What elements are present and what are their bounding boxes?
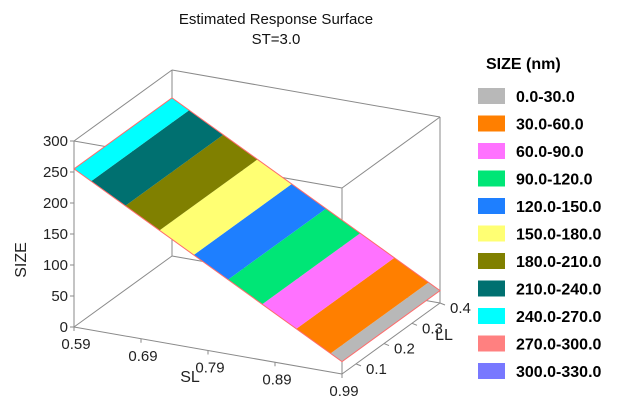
legend-label: 30.0-60.0 [516, 117, 584, 134]
legend-label: 60.0-90.0 [516, 144, 584, 161]
surface-band-180.0-210.0 [125, 134, 258, 231]
z-axis-label: SIZE [13, 242, 30, 278]
x-axis-label: SL [180, 369, 200, 386]
chart-title: Estimated Response Surface [179, 11, 373, 28]
legend-swatch [478, 280, 505, 297]
axis-ticks: 0 50 100 150 200 250 300 0.59 0.69 0.79 0.89 0.99 0.… [43, 133, 471, 400]
box-edge [341, 302, 441, 375]
legend-label: 300.0-330.0 [516, 364, 602, 381]
legend-swatch [478, 115, 505, 132]
legend-label: 240.0-270.0 [516, 309, 602, 326]
chart-subtitle: ST=3.0 [252, 31, 301, 48]
legend-swatch [478, 253, 505, 269]
legend-swatch [478, 225, 505, 242]
y-tick-label: 0.4 [450, 300, 471, 317]
legend-swatch [478, 198, 505, 214]
x-tick-label: 0.99 [329, 383, 358, 400]
box-edge [73, 255, 173, 328]
legend-swatch [478, 335, 505, 352]
legend-title: SIZE (nm) [486, 56, 561, 73]
y-axis-label: LL [435, 327, 453, 344]
surface-band-60.0-90.0 [262, 233, 395, 329]
legend-label: 90.0-120.0 [516, 172, 593, 189]
legend-label: 180.0-210.0 [516, 254, 602, 271]
legend-label: 0.0-30.0 [516, 89, 575, 106]
surface-band-120.0-150.0 [193, 184, 326, 280]
z-tick-label: 300 [43, 133, 68, 150]
z-tick-label: 150 [43, 226, 68, 243]
legend-label: 270.0-300.0 [516, 337, 602, 354]
y-tick-mark [411, 322, 418, 326]
x-tick-label: 0.59 [61, 336, 90, 353]
response-surface [73, 97, 441, 363]
legend-label: 150.0-180.0 [516, 227, 602, 244]
legend: 0.0-30.0 30.0-60.0 60.0-90.0 90.0-120.0 120.… [478, 88, 602, 381]
box-edge [341, 116, 441, 189]
surface-band-90.0-120.0 [228, 208, 361, 305]
legend-label: 210.0-240.0 [516, 282, 602, 299]
surface-band-240.0-270.0 [74, 97, 190, 182]
z-tick-label: 50 [51, 288, 68, 305]
box-edge [171, 69, 441, 118]
x-tick-label: 0.89 [262, 371, 291, 388]
legend-swatch [478, 363, 505, 379]
surface-band-150.0-180.0 [159, 159, 292, 255]
surface-band-210.0-240.0 [91, 110, 224, 206]
z-tick-label: 0 [60, 319, 68, 336]
y-tick-label: 0.2 [394, 341, 415, 358]
y-tick-label: 0.1 [366, 361, 387, 378]
surface-outline [73, 97, 441, 363]
legend-swatch [478, 308, 505, 324]
x-tick-label: 0.79 [195, 360, 224, 377]
y-tick-mark [355, 363, 362, 367]
z-tick-label: 100 [43, 257, 68, 274]
x-tick-label: 0.69 [128, 348, 157, 365]
y-tick-mark [383, 343, 390, 347]
box-edge [73, 69, 173, 142]
y-tick-label: 0.3 [422, 320, 443, 337]
surface-band-30.0-60.0 [296, 257, 429, 354]
z-tick-label: 200 [43, 195, 68, 212]
legend-label: 120.0-150.0 [516, 199, 602, 216]
legend-swatch [478, 170, 505, 187]
y-tick-mark [439, 302, 446, 306]
legend-swatch [478, 88, 505, 104]
z-tick-label: 250 [43, 164, 68, 181]
surface-band-0.0-30.0 [330, 282, 440, 362]
legend-swatch [478, 143, 505, 159]
